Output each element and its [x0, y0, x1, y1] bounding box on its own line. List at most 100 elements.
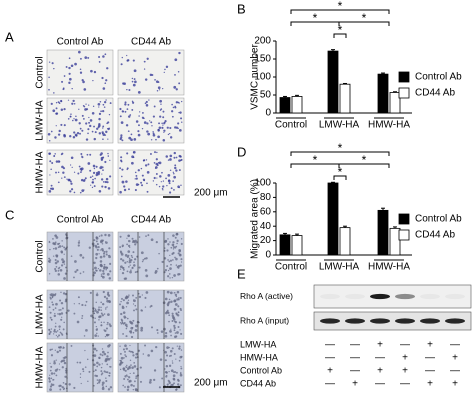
- condition-mark: —: [325, 353, 335, 364]
- cell: [54, 325, 57, 328]
- cell: [104, 335, 107, 338]
- cell: [119, 352, 122, 355]
- band-label: Rho A (input): [240, 315, 289, 325]
- cell: [102, 303, 105, 306]
- cell: [107, 357, 111, 361]
- cell: [49, 248, 51, 251]
- cell: [105, 177, 109, 181]
- cell: [81, 78, 84, 82]
- cell: [128, 365, 131, 369]
- cell: [128, 136, 132, 140]
- cell: [130, 138, 133, 142]
- cell: [49, 174, 51, 176]
- cell: [54, 269, 57, 272]
- cell: [135, 183, 139, 187]
- cell: [106, 323, 108, 326]
- cell: [67, 99, 70, 101]
- cell: [72, 99, 75, 103]
- cell: [63, 176, 66, 179]
- cell: [52, 238, 54, 240]
- cell: [163, 250, 166, 252]
- cell: [129, 114, 132, 116]
- cell: [162, 138, 166, 142]
- cell: [51, 348, 53, 351]
- cell: [103, 250, 106, 253]
- condition-mark: +: [452, 379, 458, 390]
- cell: [73, 312, 76, 315]
- cell: [146, 57, 149, 60]
- cell: [69, 164, 72, 166]
- cell: [134, 356, 138, 359]
- cell: [81, 189, 85, 193]
- cell: [154, 167, 157, 169]
- cell: [103, 106, 106, 108]
- cell: [104, 233, 107, 237]
- cell: [126, 385, 130, 389]
- cell: [119, 190, 122, 194]
- cell: [180, 349, 183, 351]
- cell: [104, 53, 107, 56]
- cell: [124, 386, 126, 388]
- cell: [134, 380, 136, 383]
- cell: [79, 57, 82, 60]
- cell: [155, 183, 158, 186]
- cell: [125, 374, 128, 376]
- cell: [170, 246, 173, 249]
- cell: [145, 100, 148, 103]
- cell: [140, 326, 144, 330]
- blot-band: [370, 293, 390, 300]
- x-tick-label: Control: [275, 120, 307, 131]
- cell: [133, 151, 135, 154]
- cell: [61, 177, 63, 179]
- cell: [102, 269, 105, 273]
- cell: [83, 105, 86, 108]
- cell: [163, 129, 166, 132]
- cell: [99, 166, 103, 170]
- cell: [93, 185, 96, 187]
- cell: [128, 350, 131, 353]
- cell: [103, 101, 107, 104]
- cell: [177, 127, 179, 130]
- cell: [156, 90, 159, 92]
- condition-mark: +: [352, 379, 358, 390]
- cell: [63, 246, 66, 249]
- cell: [79, 253, 83, 257]
- cell: [155, 158, 158, 161]
- cell: [130, 335, 134, 339]
- cell: [126, 243, 128, 246]
- cell: [77, 244, 80, 247]
- cell: [79, 71, 83, 74]
- cell: [101, 243, 104, 245]
- cell: [94, 308, 97, 310]
- cell: [167, 259, 169, 261]
- cell: [169, 254, 171, 257]
- cell: [101, 348, 104, 350]
- cell: [120, 156, 123, 159]
- cell: [144, 269, 148, 272]
- cell: [96, 328, 98, 330]
- cell: [167, 173, 171, 177]
- cell: [125, 366, 127, 368]
- cell: [47, 132, 51, 136]
- cell: [108, 255, 111, 259]
- cell: [93, 384, 95, 387]
- bar: [377, 73, 389, 114]
- cell: [147, 132, 151, 136]
- cell: [177, 379, 180, 382]
- cell: [101, 249, 104, 252]
- cell: [175, 101, 179, 104]
- cell: [163, 71, 165, 74]
- cell: [152, 133, 156, 137]
- cell: [171, 243, 175, 247]
- cell: [61, 307, 64, 310]
- cell: [96, 382, 99, 385]
- cell: [165, 364, 169, 368]
- cell: [58, 312, 62, 316]
- cell: [119, 235, 122, 238]
- cell: [134, 178, 136, 180]
- condition-mark: +: [377, 340, 383, 351]
- cell: [80, 167, 84, 171]
- cell: [96, 310, 99, 314]
- cell: [128, 259, 132, 262]
- cell: [140, 181, 143, 184]
